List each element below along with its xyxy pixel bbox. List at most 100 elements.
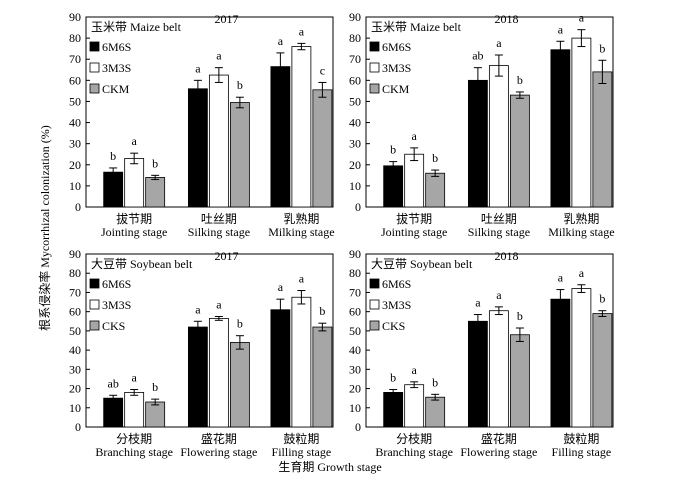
significance-letter: b xyxy=(110,149,116,163)
category-label-cn: 吐丝期 xyxy=(201,212,237,226)
legend-swatch xyxy=(89,299,100,310)
y-tick-label: 60 xyxy=(349,73,361,87)
legend-label: 6M6S xyxy=(102,40,131,54)
y-tick-label: 70 xyxy=(69,285,81,299)
y-tick-label: 10 xyxy=(69,179,81,193)
bar xyxy=(592,71,613,208)
y-tick-label: 30 xyxy=(349,362,361,376)
y-tick-label: 90 xyxy=(69,247,81,261)
y-tick-label: 90 xyxy=(349,247,361,261)
bar xyxy=(467,320,488,428)
bar xyxy=(229,102,250,208)
legend-label: 3M3S xyxy=(382,61,411,75)
significance-letter: ab xyxy=(472,49,483,63)
panel-belt-label: 玉米带 Maize belt xyxy=(91,20,182,34)
chart-panels: 0 10 20 30 40 50 60 70 80 90 玉米带 Maize belt 2017 6M6… xyxy=(69,10,615,459)
bar xyxy=(404,153,425,208)
significance-letter: b xyxy=(319,304,325,318)
bar xyxy=(592,313,613,428)
category-label-en: Silking stage xyxy=(188,225,250,239)
figure-y-axis-label: 根系侵染率 Mycorrhizal colonization (%) xyxy=(37,125,52,331)
legend-swatch xyxy=(369,278,380,289)
legend-label: 3M3S xyxy=(102,298,131,312)
significance-letter: a xyxy=(579,11,585,25)
y-tick-label: 20 xyxy=(349,158,361,172)
significance-letter: a xyxy=(475,296,481,310)
y-tick-label: 70 xyxy=(349,52,361,66)
bar xyxy=(425,172,446,208)
significance-letter: a xyxy=(496,288,502,302)
category-label-en: Milking stage xyxy=(548,225,614,239)
bar xyxy=(425,396,446,428)
bar xyxy=(145,401,166,428)
panel-year-label: 2017 xyxy=(214,249,238,263)
bar xyxy=(187,326,208,428)
y-tick-label: 80 xyxy=(349,31,361,45)
bar xyxy=(383,165,404,208)
y-tick-label: 10 xyxy=(349,401,361,415)
significance-letter: b xyxy=(390,371,396,385)
legend-label: CKM xyxy=(102,82,130,96)
category-label-cn: 乳熟期 xyxy=(563,211,599,226)
category-label-en: Silking stage xyxy=(468,225,530,239)
bar xyxy=(550,298,571,428)
significance-letter: a xyxy=(216,297,222,311)
bar xyxy=(145,177,166,208)
legend-swatch xyxy=(369,320,380,331)
category-label-cn: 吐丝期 xyxy=(481,212,517,226)
legend-label: 6M6S xyxy=(102,277,131,291)
legend-swatch xyxy=(89,83,100,94)
panel-belt-label: 大豆带 Soybean belt xyxy=(371,257,473,271)
legend-label: 6M6S xyxy=(382,40,411,54)
bar xyxy=(208,74,229,208)
bar xyxy=(488,65,509,208)
bar xyxy=(404,384,425,428)
significance-letter: c xyxy=(320,63,325,77)
bar xyxy=(291,296,312,428)
bar xyxy=(571,37,592,208)
significance-letter: a xyxy=(278,280,284,294)
significance-letter: a xyxy=(496,36,502,50)
bar xyxy=(208,317,229,428)
bar xyxy=(509,334,530,428)
y-tick-label: 0 xyxy=(75,200,81,214)
legend-swatch xyxy=(89,278,100,289)
y-tick-label: 20 xyxy=(69,158,81,172)
bar xyxy=(270,66,291,208)
bar xyxy=(312,89,333,208)
significance-letter: b xyxy=(517,73,523,87)
bar xyxy=(124,391,145,428)
bar xyxy=(187,88,208,208)
bar xyxy=(312,326,333,428)
significance-letter: a xyxy=(412,363,418,377)
category-label-cn: 鼓粒期 xyxy=(283,431,319,446)
category-label-en: Milking stage xyxy=(268,225,334,239)
y-tick-label: 0 xyxy=(355,420,361,434)
y-tick-label: 10 xyxy=(349,179,361,193)
legend-swatch xyxy=(89,320,100,331)
y-tick-label: 40 xyxy=(69,343,81,357)
y-tick-label: 30 xyxy=(349,137,361,151)
significance-letter: a xyxy=(132,371,138,385)
significance-letter: b xyxy=(152,380,158,394)
chart-panel-4: 0 10 20 30 40 50 60 70 80 90 大豆带 Soybean belt 2018 6… xyxy=(349,247,614,459)
legend-label: 3M3S xyxy=(102,61,131,75)
y-tick-label: 20 xyxy=(69,382,81,396)
bar xyxy=(467,79,488,208)
legend-label: CKM xyxy=(382,82,410,96)
bar xyxy=(291,46,312,208)
y-tick-label: 50 xyxy=(69,94,81,108)
significance-letter: b xyxy=(432,151,438,165)
category-label-en: Filling stage xyxy=(552,445,612,459)
y-tick-label: 30 xyxy=(69,362,81,376)
significance-letter: b xyxy=(599,41,605,55)
significance-letter: a xyxy=(579,266,585,280)
chart-panel-3: 0 10 20 30 40 50 60 70 80 90 大豆带 Soybean belt 2017 6… xyxy=(69,247,334,459)
y-tick-label: 60 xyxy=(69,305,81,319)
y-tick-label: 50 xyxy=(349,94,361,108)
panel-belt-label: 玉米带 Maize belt xyxy=(371,20,462,34)
legend-label: CKS xyxy=(382,319,405,333)
significance-letter: a xyxy=(195,61,201,75)
significance-letter: a xyxy=(299,24,305,38)
